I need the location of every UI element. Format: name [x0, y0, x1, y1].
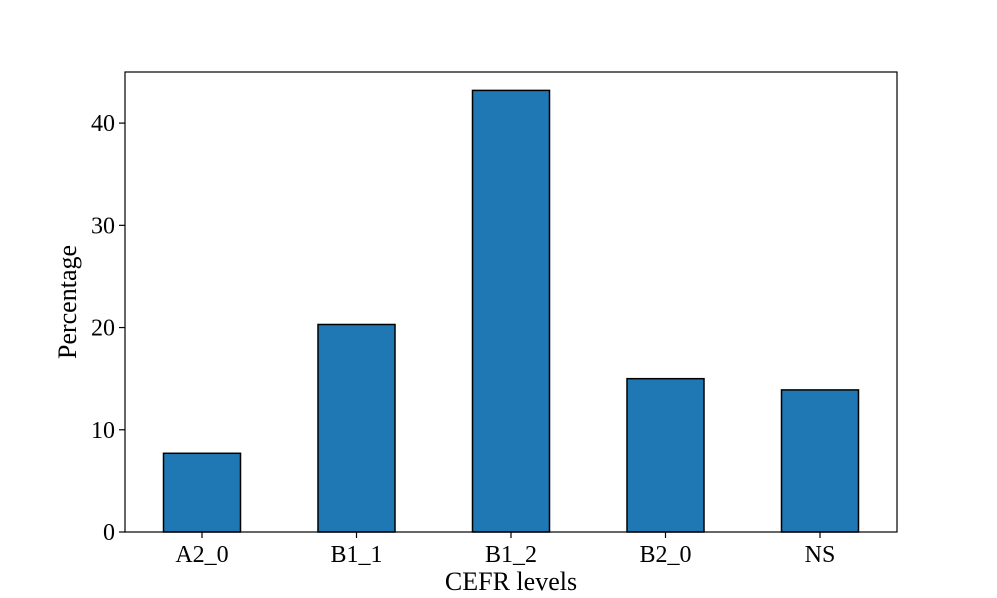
bars-group [162, 89, 860, 533]
x-axis-ticks: A2_0 B1_1 B1_2 B2_0 NS [175, 532, 835, 568]
y-tick-label: 0 [103, 520, 115, 546]
y-axis-ticks: 0 10 20 30 40 [91, 111, 125, 546]
x-tick-label: NS [805, 542, 836, 568]
bar-a2-0 [162, 452, 242, 533]
bar-b1-1 [317, 323, 396, 533]
y-tick-label: 20 [91, 316, 115, 342]
y-tick-label: 40 [91, 111, 115, 137]
y-axis-title: Percentage [53, 245, 82, 359]
x-axis-title: CEFR levels [445, 567, 577, 596]
x-tick-label: B2_0 [639, 542, 691, 568]
bar-ns [780, 389, 860, 533]
plot-frame [124, 71, 898, 533]
bar-b1-2 [471, 89, 551, 533]
x-tick-label: B1_1 [330, 542, 382, 568]
x-tick-label: A2_0 [175, 542, 228, 568]
bar-b2-0 [626, 377, 705, 533]
y-tick-label: 30 [91, 213, 115, 239]
y-tick-label: 10 [91, 418, 115, 444]
x-tick-label: B1_2 [485, 542, 537, 568]
